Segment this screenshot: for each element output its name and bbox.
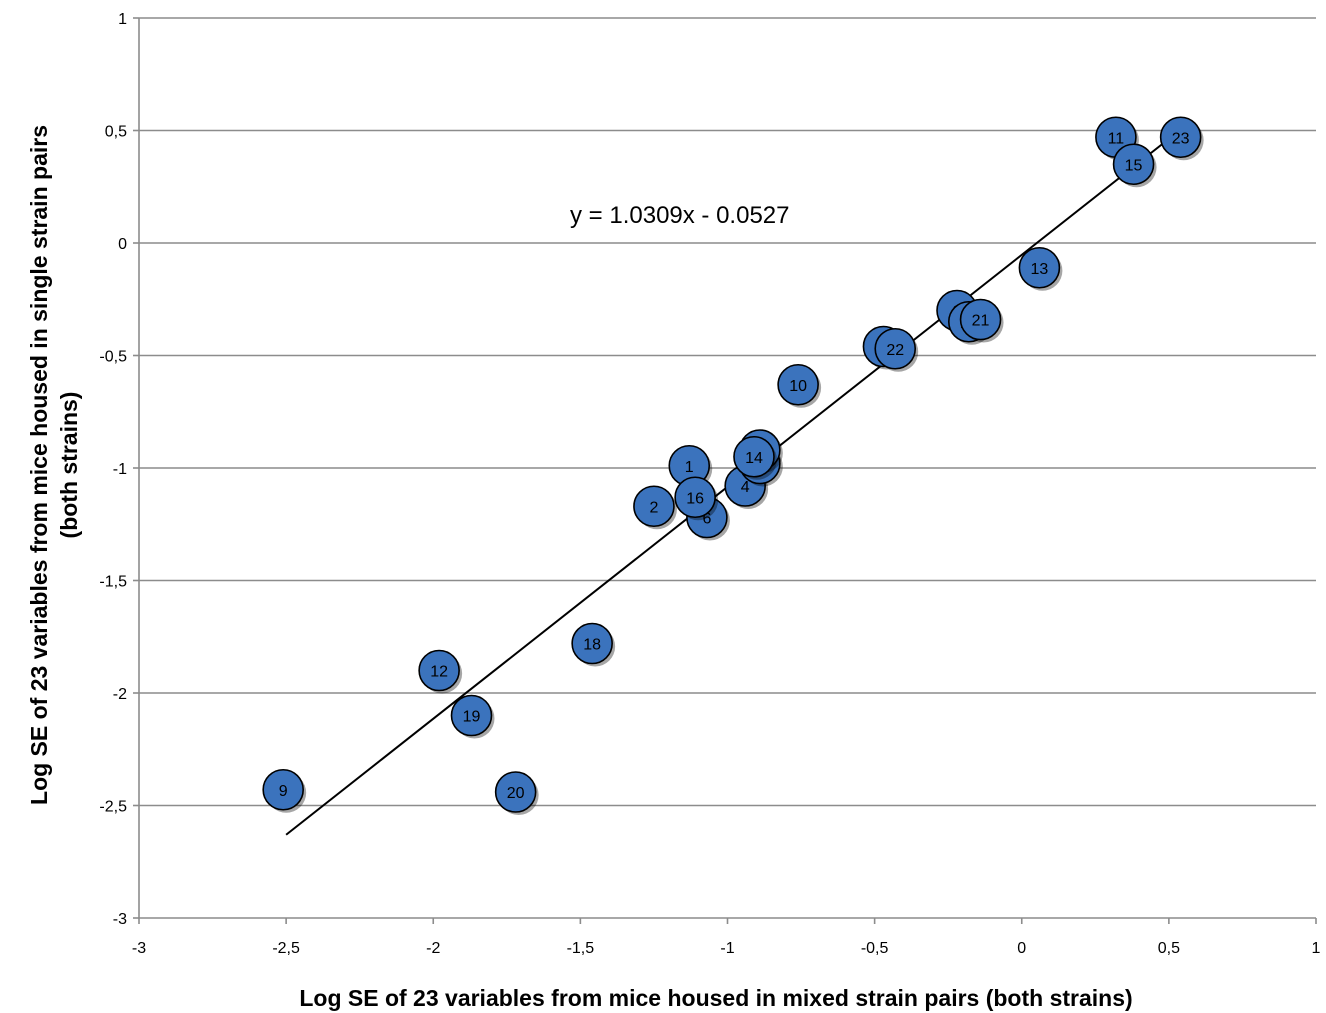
data-point-label: 12 xyxy=(430,664,448,681)
data-point-label: 23 xyxy=(1172,130,1190,147)
data-point-marker xyxy=(262,768,304,811)
data-point-marker xyxy=(959,298,1002,341)
y-tick-label: 0,5 xyxy=(105,124,127,141)
data-point-label: 6 xyxy=(702,511,711,528)
axes xyxy=(133,17,1317,924)
data-point-label: 19 xyxy=(463,709,481,726)
x-tick-label: 0 xyxy=(1017,940,1026,957)
data-point-label: 16 xyxy=(686,490,704,507)
data-point-21: 21 xyxy=(959,298,1004,343)
data-point-marker xyxy=(1112,143,1155,186)
data-point-label: 20 xyxy=(507,785,525,802)
data-point-16: 16 xyxy=(674,476,719,521)
data-point-1: 1 xyxy=(668,444,713,489)
data-point-label: 4 xyxy=(741,479,750,496)
data-point-20: 20 xyxy=(494,771,539,815)
data-point-2: 2 xyxy=(633,485,677,530)
data-point-label: 2 xyxy=(649,499,658,516)
y-tick-label: -0,5 xyxy=(99,349,127,366)
data-point-label: 15 xyxy=(1125,157,1143,174)
x-tick-label: -3 xyxy=(132,940,146,957)
x-axis-title: Log SE of 23 variables from mice housed … xyxy=(299,985,1132,1011)
data-point-label: 10 xyxy=(789,378,807,395)
data-point-12: 12 xyxy=(418,649,463,694)
x-tick-label: -1 xyxy=(720,940,734,957)
data-point-marker xyxy=(418,649,460,692)
data-point-19: 19 xyxy=(450,694,495,739)
data-point-marker xyxy=(633,485,675,528)
data-point-18: 18 xyxy=(571,622,616,667)
x-tick-label: 0,5 xyxy=(1158,940,1180,957)
y-tick-label: -1,5 xyxy=(99,574,127,591)
data-point-marker xyxy=(874,327,917,370)
data-point-marker xyxy=(494,771,537,813)
data-point-label: 11 xyxy=(1108,130,1125,147)
data-point-marker xyxy=(733,435,775,478)
y-tick-label: -2 xyxy=(113,686,127,703)
y-axis-title-line2: (both strains) xyxy=(56,392,82,539)
data-point-9: 9 xyxy=(262,768,307,813)
data-point-label: 13 xyxy=(1031,261,1049,278)
y-axis-title-line1: Log SE of 23 variables from mice housed … xyxy=(26,125,52,805)
data-points: 1234567891011121314151617181920212223 xyxy=(262,116,1204,815)
data-point-marker xyxy=(674,476,716,519)
x-tick-label: -1,5 xyxy=(567,940,595,957)
data-point-marker xyxy=(1018,246,1061,289)
data-point-label: 21 xyxy=(972,313,990,330)
data-point-label: 18 xyxy=(583,637,601,654)
y-tick-label: -2,5 xyxy=(99,799,127,816)
data-point-22: 22 xyxy=(874,327,919,372)
data-point-14: 14 xyxy=(733,435,777,480)
y-tick-label: 0 xyxy=(118,236,127,253)
data-point-marker xyxy=(1159,116,1202,159)
data-point-13: 13 xyxy=(1018,246,1063,291)
x-tick-label: -0,5 xyxy=(861,940,889,957)
data-point-23: 23 xyxy=(1159,116,1204,161)
x-tick-label: -2,5 xyxy=(272,940,300,957)
y-tick-label: 1 xyxy=(118,11,127,28)
x-tick-label: 1 xyxy=(1312,940,1321,957)
trendline-equation: y = 1.0309x - 0.0527 xyxy=(570,202,790,229)
y-tick-label: -3 xyxy=(113,911,127,928)
data-point-label: 22 xyxy=(886,342,904,359)
data-point-marker xyxy=(450,694,493,737)
data-point-15: 15 xyxy=(1112,143,1157,188)
data-point-marker xyxy=(571,622,613,665)
grid-lines xyxy=(139,17,1316,807)
data-point-marker xyxy=(777,363,819,406)
data-point-label: 9 xyxy=(279,783,288,800)
data-point-label: 1 xyxy=(685,459,694,476)
x-tick-label: -2 xyxy=(426,940,440,957)
tick-labels: -3 -2,5 -2 -1,5 -1 -0,5 0 0,5 1 -3 -2,5 -2 -1,5 -1 -0,… xyxy=(99,11,1320,957)
y-axis-title: Log SE of 23 variables from mice housed … xyxy=(26,125,82,805)
data-point-10: 10 xyxy=(777,363,822,408)
data-point-label: 14 xyxy=(745,450,763,467)
y-tick-label: -1 xyxy=(113,461,127,478)
